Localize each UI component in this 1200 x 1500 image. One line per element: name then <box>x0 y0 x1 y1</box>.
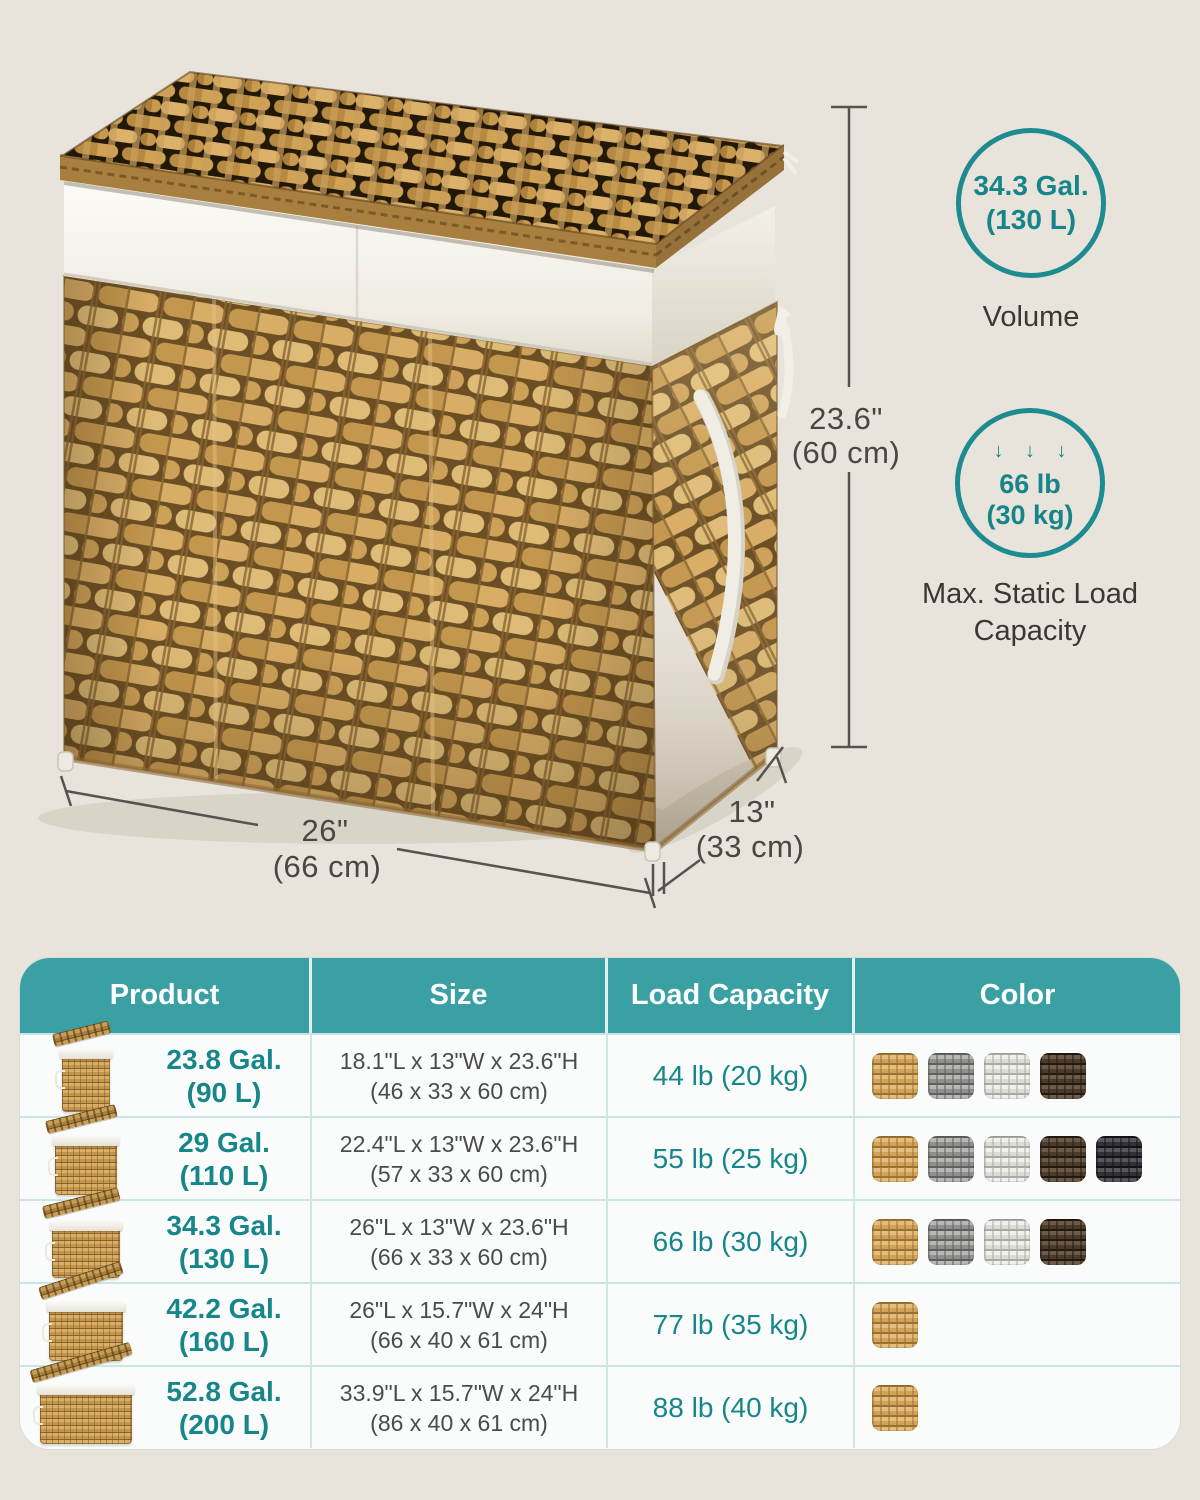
color-swatch-brown <box>1040 1052 1086 1099</box>
product-photo-scene: 23.6" (60 cm) 26" (66 cm) 13" (33 cm) <box>38 70 901 909</box>
table-row: 29 Gal. (110 L) 22.4"L x 13"W x 23.6"H (57… <box>20 1103 1180 1199</box>
depth-inches-label: 13" <box>729 794 776 829</box>
color-swatch-natural <box>872 1384 918 1431</box>
color-swatch-black <box>1096 1135 1142 1182</box>
header-load-capacity: Load Capacity <box>608 958 855 1033</box>
color-options <box>855 1035 1180 1116</box>
color-swatch-natural <box>872 1135 918 1182</box>
volume-label: Volume <box>982 301 1080 333</box>
product-size: 26"L x 13"W x 23.6"H (66 x 33 x 60 cm) <box>349 1213 569 1270</box>
product-load: 44 lb (20 kg) <box>652 1059 809 1091</box>
width-inches-label: 26" <box>302 813 349 848</box>
product-load: 55 lb (25 kg) <box>652 1142 809 1174</box>
color-options <box>855 1118 1180 1199</box>
table-row: 52.8 Gal. (200 L) 33.9"L x 15.7"W x 24"H(… <box>20 1341 1180 1448</box>
liner-right <box>652 206 775 366</box>
liner-ribbon <box>777 313 794 419</box>
load-label-line1: Max. Static Load <box>922 578 1138 610</box>
side-handle <box>693 389 741 681</box>
product-size: 33.9"L x 15.7"W x 24"H (86 x 40 x 61 cm) <box>339 1379 579 1436</box>
hamper-thumbnail <box>28 1019 144 1115</box>
product-size: 18.1"L x 13"W x 23.6"H (46 x 33 x 60 cm) <box>339 1047 579 1104</box>
load-value-line2: (30 kg) <box>986 499 1074 530</box>
height-cm-label: (60 cm) <box>792 435 901 470</box>
table-row: 34.3 Gal. (130 L) 26"L x 13"W x 23.6"H (66… <box>20 1187 1180 1282</box>
volume-value-line2: (130 L) <box>985 204 1077 235</box>
color-swatch-gray <box>928 1052 974 1099</box>
color-swatch-white <box>984 1218 1030 1265</box>
depth-cm-label: (33 cm) <box>696 829 805 864</box>
header-product: Product <box>20 958 312 1033</box>
hamper-thumbnail <box>28 1341 144 1447</box>
down-arrows-icon: ↓ ↓ ↓ <box>993 439 1075 462</box>
table-row: 23.8 Gal. (90 L) 18.1"L x 13"W x 23.6"H (4… <box>20 1019 1180 1116</box>
lid-tie <box>782 150 800 176</box>
color-swatch-natural <box>872 1052 918 1099</box>
dimension-lines <box>59 105 867 909</box>
volume-value-line1: 34.3 Gal. <box>973 170 1089 201</box>
product-load: 88 lb (40 kg) <box>652 1391 809 1423</box>
spec-table-header: Product Size Load Capacity Color <box>20 958 1180 1033</box>
load-capacity-badge: ↓ ↓ ↓ 66 lb (30 kg) <box>955 408 1105 558</box>
spec-table: Product Size Load Capacity Color 23.8 Ga… <box>20 958 1180 1449</box>
load-value-line1: 66 lb <box>999 468 1061 499</box>
load-capacity-label: Max. Static Load Capacity <box>858 576 1200 650</box>
color-swatch-white <box>984 1052 1030 1099</box>
product-volume: 42.2 Gal. (160 L) <box>166 1292 282 1357</box>
color-swatch-white <box>984 1135 1030 1182</box>
color-swatch-brown <box>1040 1218 1086 1265</box>
color-swatch-natural <box>872 1301 918 1348</box>
hamper-thumbnail <box>28 1103 144 1198</box>
product-volume: 23.8 Gal. (90 L) <box>166 1043 282 1108</box>
color-swatch-gray <box>928 1135 974 1182</box>
volume-badge: 34.3 Gal. (130 L) <box>956 128 1106 278</box>
header-size: Size <box>312 958 608 1033</box>
width-cm-label: (66 cm) <box>273 849 382 884</box>
product-size: 26"L x 15.7"W x 24"H (66 x 40 x 61 cm) <box>349 1296 569 1353</box>
product-load: 77 lb (35 kg) <box>652 1308 809 1340</box>
header-color: Color <box>979 979 1056 1011</box>
color-swatch-gray <box>928 1218 974 1265</box>
product-volume: 52.8 Gal. (200 L) <box>166 1375 282 1440</box>
load-label-line2: Capacity <box>973 615 1087 647</box>
color-options <box>855 1367 1180 1448</box>
table-row: 42.2 Gal. (160 L) 26"L x 15.7"W x 24"H (66… <box>20 1260 1180 1365</box>
product-volume: 29 Gal. (110 L) <box>178 1126 270 1191</box>
product-load: 66 lb (30 kg) <box>652 1225 809 1257</box>
hamper-thumbnail <box>28 1187 144 1281</box>
color-swatch-brown <box>1040 1135 1086 1182</box>
color-options <box>855 1201 1180 1282</box>
product-volume: 34.3 Gal. (130 L) <box>166 1209 282 1274</box>
product-size: 22.4"L x 13"W x 23.6"H (57 x 33 x 60 cm) <box>339 1130 579 1187</box>
height-inches-label: 23.6" <box>809 401 883 436</box>
color-options <box>855 1284 1180 1365</box>
color-swatch-natural <box>872 1218 918 1265</box>
